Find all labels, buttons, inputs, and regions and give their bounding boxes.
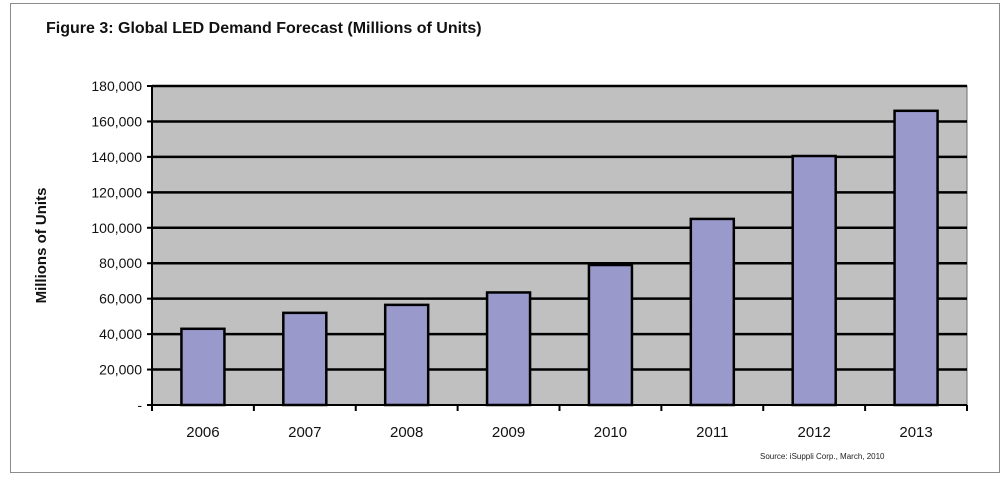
bar-2007	[282, 311, 328, 407]
x-tick-labels: 2006 2007 2008 2009 2010 2011 2012 2013	[151, 405, 968, 441]
y-tick-label: 60,000	[99, 291, 142, 307]
x-tick-label: 2012	[798, 424, 831, 441]
y-tick-label: 180,000	[91, 78, 142, 94]
y-tick-label: 80,000	[99, 255, 142, 271]
source-note: Source: iSuppli Corp., March, 2010	[760, 452, 885, 461]
y-tick-label: -	[137, 397, 142, 413]
bar-2009	[485, 291, 532, 407]
y-tick-label: 20,000	[99, 362, 142, 378]
bars	[180, 109, 939, 407]
x-tick-label: 2011	[696, 424, 728, 441]
x-tick-label: 2010	[594, 424, 627, 441]
bar-2011	[689, 217, 736, 407]
bar-2008	[383, 303, 430, 407]
bar-2010	[587, 263, 634, 407]
plot-area	[151, 85, 968, 406]
bar-2006	[180, 327, 226, 407]
bar-2012	[791, 154, 837, 407]
y-tick-label: 100,000	[91, 220, 142, 236]
x-tick-label: 2009	[492, 424, 525, 441]
y-tick-label: 140,000	[91, 149, 142, 165]
x-tick-label: 2007	[288, 424, 321, 441]
x-tick-label: 2006	[186, 424, 219, 441]
figure-title: Figure 3: Global LED Demand Forecast (Mi…	[46, 20, 482, 37]
y-tick-label: 120,000	[91, 184, 142, 200]
x-tick-label: 2013	[899, 424, 932, 441]
bar-2013	[893, 109, 939, 407]
y-tick-label: 160,000	[91, 113, 142, 129]
y-tick-labels: - 20,000 40,000 60,000 80,000 100,000 120,000 1…	[91, 78, 152, 413]
x-tick-label: 2008	[390, 424, 423, 441]
y-axis-label: Millions of Units	[33, 188, 50, 304]
y-tick-label: 40,000	[99, 326, 142, 342]
